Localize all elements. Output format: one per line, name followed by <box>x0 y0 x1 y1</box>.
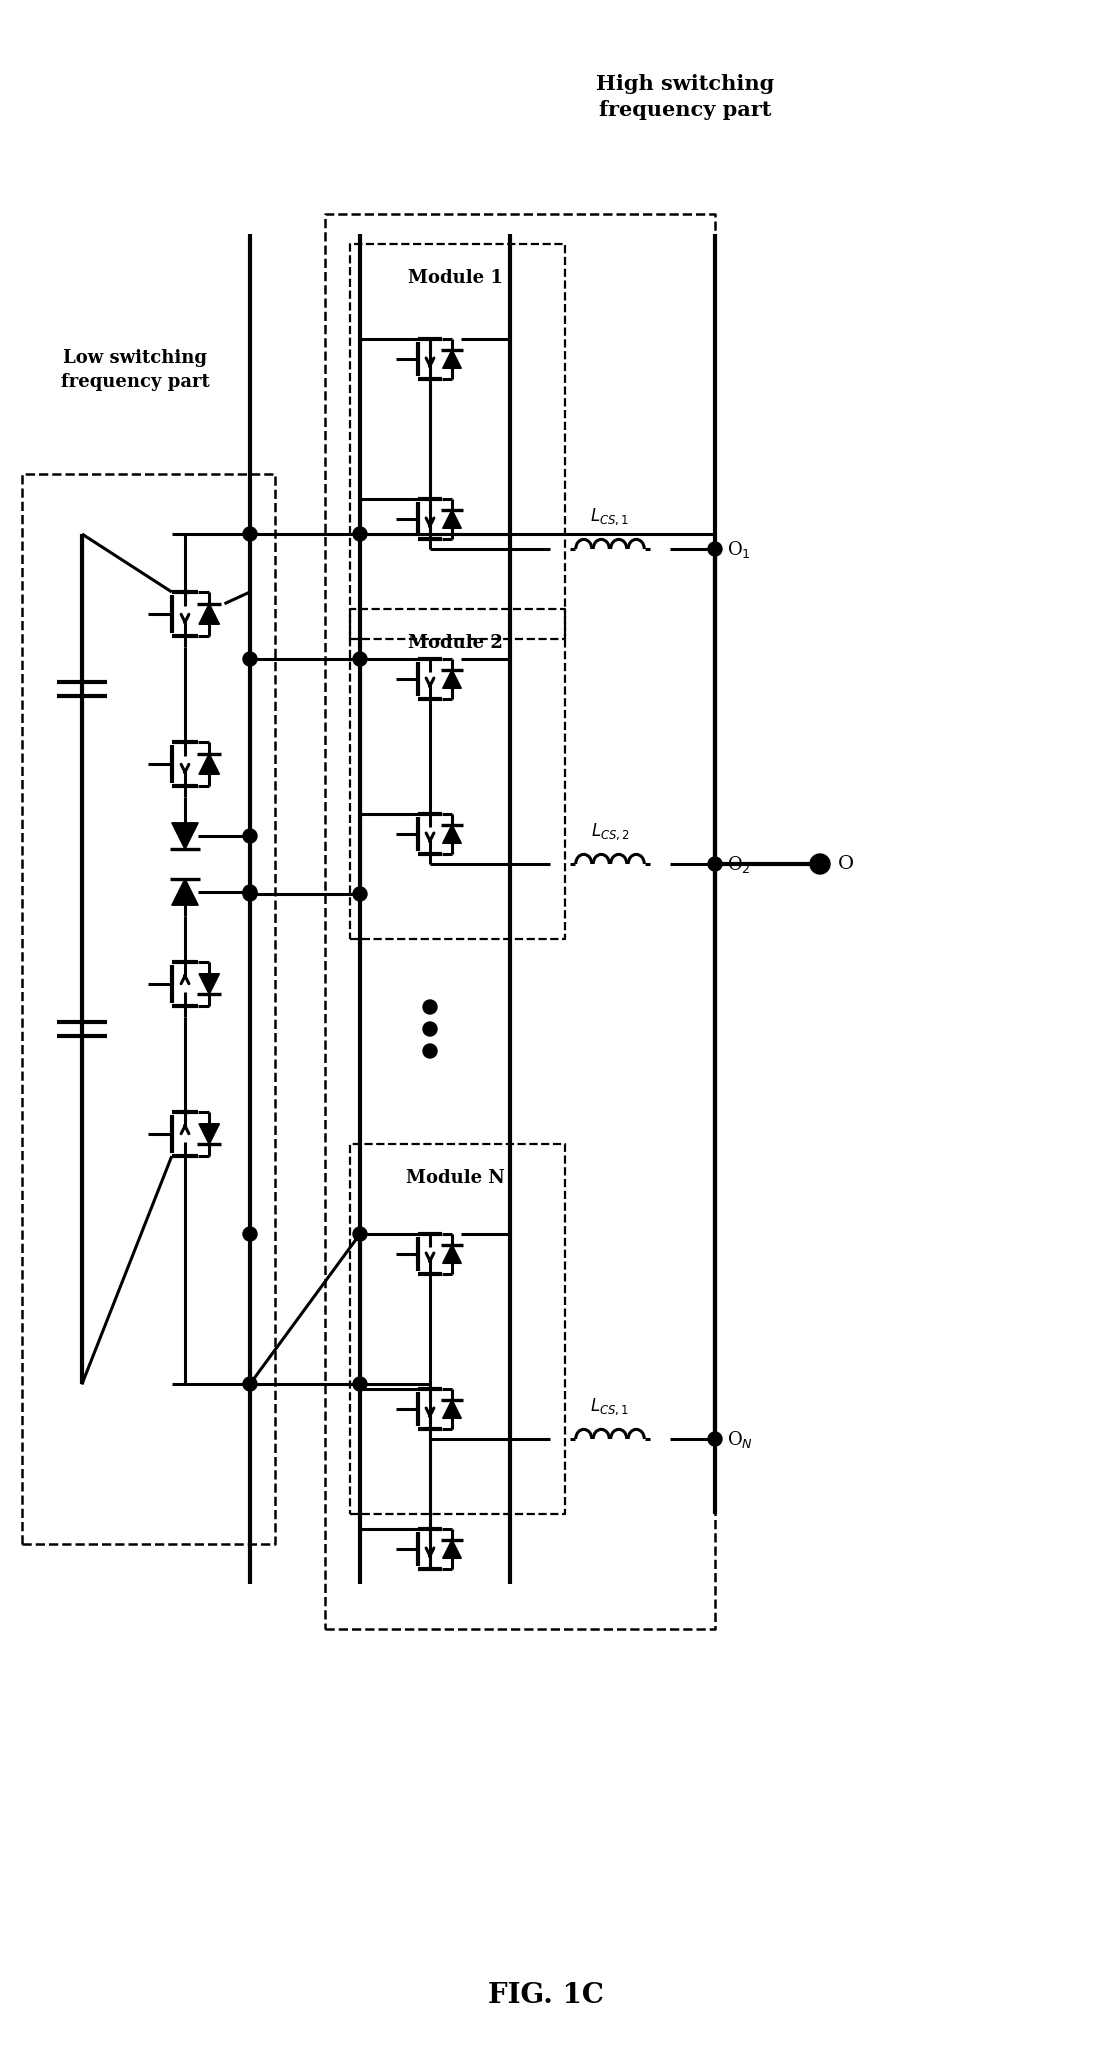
Polygon shape <box>443 349 461 367</box>
Circle shape <box>243 1226 257 1240</box>
Circle shape <box>423 1044 437 1059</box>
Circle shape <box>423 1022 437 1036</box>
Polygon shape <box>443 1399 461 1418</box>
Polygon shape <box>443 510 461 528</box>
Polygon shape <box>443 826 461 844</box>
Circle shape <box>810 854 830 873</box>
Circle shape <box>708 543 722 555</box>
Text: Module 1: Module 1 <box>408 268 503 287</box>
Circle shape <box>353 652 367 667</box>
Polygon shape <box>172 879 198 906</box>
Polygon shape <box>443 1245 461 1263</box>
Circle shape <box>423 999 437 1013</box>
Circle shape <box>243 830 257 842</box>
Polygon shape <box>443 1540 461 1558</box>
Text: O$_2$: O$_2$ <box>727 854 751 875</box>
Text: Low switching
frequency part: Low switching frequency part <box>60 349 210 390</box>
Text: $L_{CS,1}$: $L_{CS,1}$ <box>590 1397 630 1418</box>
Text: Module N: Module N <box>406 1168 505 1187</box>
Circle shape <box>243 885 257 900</box>
Text: O$_1$: O$_1$ <box>727 539 751 559</box>
Text: $L_{CS,2}$: $L_{CS,2}$ <box>590 821 630 842</box>
Polygon shape <box>172 824 198 848</box>
Circle shape <box>353 526 367 541</box>
Text: O$_N$: O$_N$ <box>727 1428 753 1449</box>
Circle shape <box>243 526 257 541</box>
Text: Module 2: Module 2 <box>408 634 503 652</box>
Text: High switching
frequency part: High switching frequency part <box>596 74 774 120</box>
Circle shape <box>708 1432 722 1447</box>
Polygon shape <box>443 669 461 689</box>
Text: $L_{CS,1}$: $L_{CS,1}$ <box>590 506 630 526</box>
Text: FIG. 1C: FIG. 1C <box>489 1981 604 2008</box>
Text: O: O <box>838 854 854 873</box>
Circle shape <box>353 888 367 902</box>
Circle shape <box>708 857 722 871</box>
Circle shape <box>243 888 257 902</box>
Circle shape <box>353 1226 367 1240</box>
Circle shape <box>243 1377 257 1391</box>
Polygon shape <box>199 603 220 623</box>
Polygon shape <box>199 753 220 774</box>
Circle shape <box>243 652 257 667</box>
Circle shape <box>353 1377 367 1391</box>
Polygon shape <box>199 974 220 995</box>
Polygon shape <box>199 1123 220 1143</box>
